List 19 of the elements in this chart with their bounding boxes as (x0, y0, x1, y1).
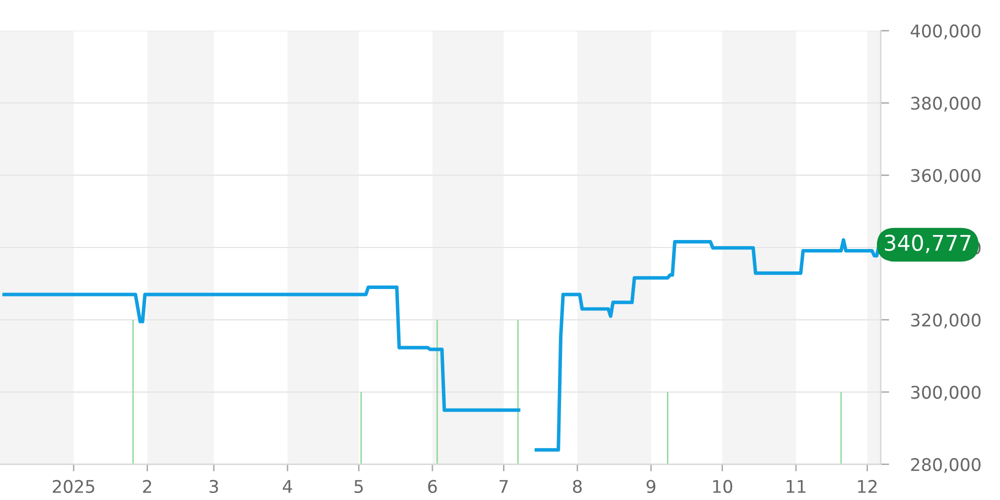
y-tick-label: 380,000 (911, 96, 981, 112)
data-label: 340,777 (884, 234, 970, 254)
x-tick-label: 2025 (52, 480, 94, 494)
x-tick-label: 10 (713, 480, 732, 494)
x-tick-label: 3 (210, 480, 218, 494)
x-tick-label: 9 (646, 480, 656, 494)
y-tick-label: 320,000 (911, 313, 981, 328)
y-tick-label: 400,000 (910, 24, 981, 40)
y-tick-label: 280,000 (911, 458, 981, 473)
x-tick-label: 6 (428, 480, 437, 494)
y-tick-label: 300,000 (911, 386, 981, 401)
x-tick-label: 5 (354, 480, 363, 494)
x-tick-label: 4 (282, 480, 292, 493)
x-tick-label: 11 (786, 480, 806, 493)
x-tick-label: 8 (573, 480, 582, 494)
x-tick-label: 2 (143, 480, 152, 493)
x-tick-label: 7 (500, 480, 508, 493)
x-tick-label: 12 (858, 480, 877, 493)
y-tick-label: 360,000 (911, 168, 981, 184)
